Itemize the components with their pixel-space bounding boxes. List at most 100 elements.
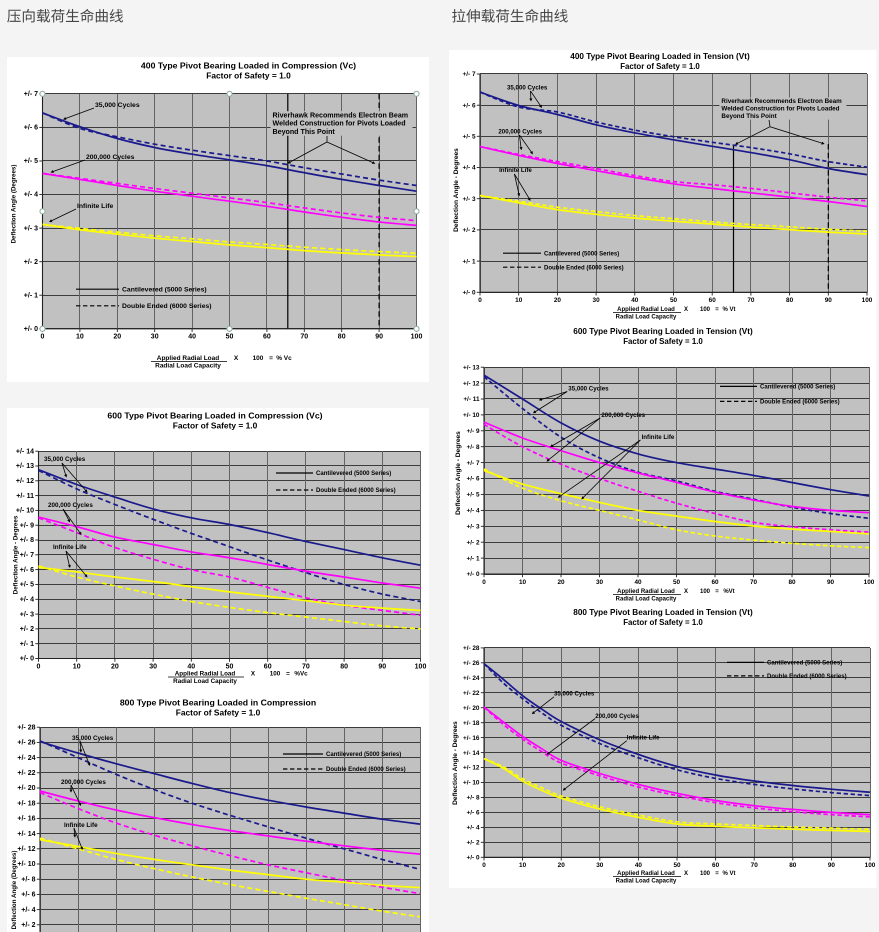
svg-text:Infinite Life: Infinite Life	[77, 203, 113, 210]
svg-text:200,000 Cycles: 200,000 Cycles	[498, 129, 542, 136]
svg-text:200,000 Cycles: 200,000 Cycles	[86, 154, 135, 161]
svg-text:100: 100	[415, 663, 427, 670]
svg-text:Factor of Safety = 1.0: Factor of Safety = 1.0	[176, 708, 261, 718]
svg-text:%Vc: %Vc	[294, 671, 308, 678]
svg-text:20: 20	[113, 334, 121, 341]
svg-text:+/- 11: +/- 11	[463, 396, 480, 403]
svg-text:Cantilevered (5000 Series): Cantilevered (5000 Series)	[544, 251, 619, 257]
svg-text:100: 100	[700, 871, 711, 877]
svg-text:Deflection Angle - Degrees: Deflection Angle - Degrees	[13, 515, 20, 594]
svg-text:35,000 Cycles: 35,000 Cycles	[95, 102, 140, 109]
svg-text:+/- 7: +/- 7	[24, 91, 38, 98]
svg-text:Double Ended (6000 Series): Double Ended (6000 Series)	[760, 400, 840, 406]
svg-text:+/- 4: +/- 4	[463, 165, 476, 172]
svg-text:=: =	[286, 671, 290, 678]
svg-text:% Vt: % Vt	[722, 307, 735, 313]
svg-text:+/- 28: +/- 28	[17, 724, 35, 731]
svg-text:Cantilevered (5000 Series): Cantilevered (5000 Series)	[122, 286, 207, 293]
svg-text:+/- 14: +/- 14	[16, 448, 34, 455]
svg-text:50: 50	[226, 334, 234, 341]
svg-text:50: 50	[673, 862, 681, 869]
svg-text:+/- 11: +/- 11	[16, 493, 34, 500]
svg-text:Deflection Angle (Degrees): Deflection Angle (Degrees)	[11, 165, 18, 244]
svg-text:+/- 2: +/- 2	[467, 840, 480, 847]
svg-text:+/- 12: +/- 12	[463, 765, 480, 772]
svg-text:Deflection Angle (Degrees): Deflection Angle (Degrees)	[11, 851, 18, 930]
svg-text:+/- 20: +/- 20	[463, 705, 480, 712]
svg-text:+/- 6: +/- 6	[24, 125, 38, 132]
svg-text:100: 100	[411, 334, 423, 341]
svg-text:Welded Construction for Pivot: Welded Construction for Pivots Loaded	[273, 120, 406, 128]
svg-text:30: 30	[149, 663, 157, 670]
svg-text:+/- 4: +/- 4	[467, 508, 480, 515]
svg-text:+/- 28: +/- 28	[463, 645, 480, 652]
svg-text:X: X	[684, 589, 688, 595]
svg-text:Deflection Angle - Degrees: Deflection Angle - Degrees	[452, 721, 459, 805]
svg-text:400 Type Pivot Bearing Loaded: 400 Type Pivot Bearing Loaded in Compres…	[141, 61, 356, 71]
svg-text:+/- 0: +/- 0	[20, 656, 34, 663]
svg-text:20: 20	[554, 297, 562, 304]
svg-text:60: 60	[263, 334, 271, 341]
svg-text:Factor of Safety = 1.0: Factor of Safety = 1.0	[620, 62, 700, 71]
svg-text:+/- 5: +/- 5	[20, 582, 34, 589]
svg-text:+/- 1: +/- 1	[467, 555, 480, 562]
svg-text:35,000 Cycles: 35,000 Cycles	[44, 456, 86, 463]
svg-text:+/- 3: +/- 3	[463, 196, 476, 203]
svg-text:+/- 13: +/- 13	[463, 364, 480, 371]
svg-text:70: 70	[747, 297, 755, 304]
svg-text:20: 20	[557, 579, 565, 586]
svg-text:90: 90	[828, 862, 836, 869]
svg-text:Factor of Safety = 1.0: Factor of Safety = 1.0	[173, 421, 258, 431]
svg-text:=: =	[715, 871, 719, 877]
svg-text:+/- 0: +/- 0	[467, 571, 480, 578]
svg-text:Radial Load Capacity: Radial Load Capacity	[616, 597, 677, 603]
svg-text:% Vc: % Vc	[276, 355, 292, 362]
svg-text:80: 80	[789, 862, 797, 869]
svg-text:+/- 3: +/- 3	[24, 225, 38, 232]
svg-text:+/- 20: +/- 20	[17, 785, 35, 792]
svg-text:80: 80	[338, 334, 346, 341]
svg-text:0: 0	[478, 297, 482, 304]
svg-text:+/- 22: +/- 22	[463, 690, 480, 697]
svg-text:+/- 4: +/- 4	[21, 907, 35, 914]
svg-text:+/- 6: +/- 6	[21, 892, 35, 899]
svg-text:=: =	[715, 307, 719, 313]
svg-text:35,000 Cycles: 35,000 Cycles	[507, 84, 548, 91]
svg-text:+/- 7: +/- 7	[20, 552, 34, 559]
svg-text:100: 100	[700, 589, 711, 595]
svg-text:+/- 6: +/- 6	[467, 810, 480, 817]
svg-text:Applied Radial Load: Applied Radial Load	[617, 307, 675, 313]
svg-text:+/- 12: +/- 12	[16, 478, 34, 485]
svg-text:+/- 14: +/- 14	[17, 831, 35, 838]
svg-text:Double Ended (6000 Series): Double Ended (6000 Series)	[122, 303, 212, 310]
svg-text:40: 40	[634, 579, 642, 586]
svg-text:100: 100	[864, 579, 875, 586]
svg-text:20: 20	[111, 663, 119, 670]
svg-text:Infinite Life: Infinite Life	[642, 434, 675, 441]
svg-text:100: 100	[865, 862, 876, 869]
svg-text:Beyond This Point: Beyond This Point	[721, 113, 777, 120]
svg-text:70: 70	[300, 334, 308, 341]
svg-text:70: 70	[751, 862, 759, 869]
svg-text:Radial Load Capacity: Radial Load Capacity	[616, 879, 677, 885]
svg-text:X: X	[251, 671, 256, 678]
svg-text:Welded Construction for Pivot: Welded Construction for Pivots Loaded	[721, 105, 839, 112]
svg-text:+/- 5: +/- 5	[24, 158, 38, 165]
svg-text:90: 90	[375, 334, 383, 341]
svg-text:Riverhawk Recommends Electron: Riverhawk Recommends Electron Beam	[721, 98, 842, 105]
svg-text:+/- 24: +/- 24	[17, 755, 35, 762]
svg-text:+/- 5: +/- 5	[463, 134, 476, 141]
svg-text:30: 30	[596, 862, 604, 869]
svg-text:70: 70	[302, 663, 310, 670]
svg-text:Deflection Angle - Degrees: Deflection Angle - Degrees	[453, 148, 460, 232]
svg-text:+/- 1: +/- 1	[20, 641, 34, 648]
svg-text:Infinite Life: Infinite Life	[53, 544, 87, 551]
svg-text:+/- 4: +/- 4	[24, 192, 38, 199]
svg-text:+/- 12: +/- 12	[463, 380, 480, 387]
svg-text:50: 50	[670, 297, 678, 304]
svg-text:Cantilevered (5000 Series): Cantilevered (5000 Series)	[326, 752, 401, 758]
svg-text:30: 30	[596, 579, 604, 586]
svg-text:+/- 7: +/- 7	[467, 460, 480, 467]
svg-text:+/- 24: +/- 24	[463, 675, 480, 682]
svg-text:+/- 18: +/- 18	[17, 800, 35, 807]
